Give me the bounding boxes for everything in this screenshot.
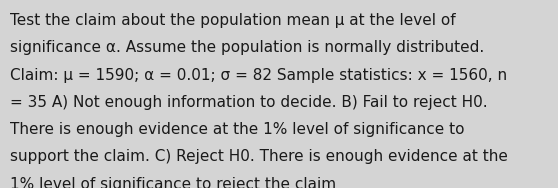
Text: 1% level of significance to reject the claim: 1% level of significance to reject the c… [10,177,336,188]
Text: Test the claim about the population mean μ at the level of: Test the claim about the population mean… [10,13,456,28]
Text: = 35 A) Not enough information to decide. B) Fail to reject H0.: = 35 A) Not enough information to decide… [10,95,488,110]
Text: Claim: μ = 1590; α = 0.01; σ = 82 Sample statistics: x = 1560, n: Claim: μ = 1590; α = 0.01; σ = 82 Sample… [10,68,507,83]
Text: significance α. Assume the population is normally distributed.: significance α. Assume the population is… [10,40,484,55]
Text: support the claim. C) Reject H0. There is enough evidence at the: support the claim. C) Reject H0. There i… [10,149,508,164]
Text: There is enough evidence at the 1% level of significance to: There is enough evidence at the 1% level… [10,122,465,137]
